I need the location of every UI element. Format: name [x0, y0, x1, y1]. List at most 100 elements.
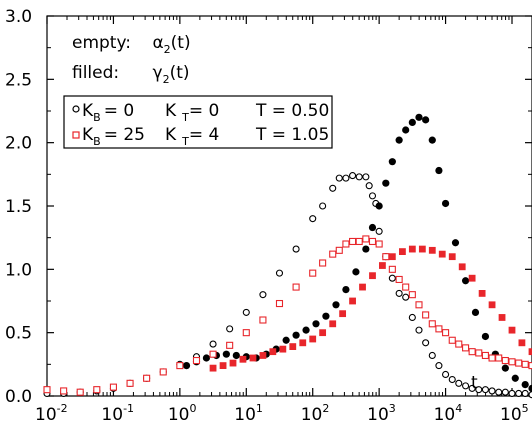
data-point: [495, 354, 503, 362]
data-point: [448, 336, 456, 344]
data-point: [501, 388, 509, 396]
data-point: [375, 227, 383, 235]
data-point: [488, 301, 496, 309]
series-0: [43, 172, 532, 399]
x-tick-label: 102: [301, 402, 330, 425]
y-tick-label: 0.5: [5, 324, 32, 344]
data-point: [176, 362, 184, 370]
data-point: [388, 253, 396, 261]
data-point: [468, 384, 476, 392]
data-point: [395, 275, 403, 284]
data-point: [329, 250, 337, 258]
data-point: [498, 314, 506, 321]
data-point: [209, 364, 217, 372]
data-point: [438, 250, 446, 258]
data-point: [379, 262, 386, 269]
data-point: [242, 329, 250, 337]
data-point: [375, 240, 383, 248]
data-point: [349, 237, 357, 246]
data-point: [259, 291, 267, 299]
legend-marker-1: [72, 131, 80, 139]
x-tick-label: 10-2: [35, 402, 68, 425]
data-point: [159, 368, 167, 376]
data-point: [292, 245, 300, 253]
y-tick-label: 1.5: [5, 197, 32, 217]
data-point: [368, 237, 377, 246]
data-point: [382, 179, 390, 187]
data-point: [292, 283, 300, 291]
data-point: [435, 362, 443, 370]
data-point: [518, 339, 526, 347]
data-point: [408, 245, 416, 253]
data-point: [462, 344, 470, 352]
y-tick-label: 2.5: [5, 70, 32, 90]
data-point: [408, 118, 416, 126]
data-point: [408, 291, 416, 299]
data-point: [521, 381, 529, 389]
data-point: [192, 356, 201, 365]
data-point: [362, 245, 370, 253]
data-point: [359, 283, 366, 291]
data-point: [458, 263, 466, 271]
data-point: [209, 340, 217, 348]
data-point: [319, 329, 327, 337]
data-point: [329, 184, 337, 192]
data-point: [249, 354, 257, 362]
data-point: [229, 359, 237, 367]
data-point: [422, 116, 430, 124]
data-point: [226, 341, 234, 349]
data-marks: [43, 113, 532, 399]
data-point: [402, 283, 410, 291]
data-point: [415, 326, 423, 334]
data-point: [455, 379, 463, 387]
data-point: [408, 313, 416, 322]
legend-entry-1: KB = 25 K T= 4 T = 1.05: [82, 125, 329, 148]
data-point: [448, 253, 456, 261]
series-3: [209, 245, 532, 372]
data-point: [332, 301, 340, 309]
data-point: [342, 174, 350, 182]
data-point: [388, 265, 396, 273]
data-point: [395, 136, 403, 144]
axis-ticks: [46, 15, 532, 397]
data-point: [319, 202, 327, 210]
data-point: [462, 382, 470, 390]
x-tick-label: 100: [168, 402, 197, 425]
data-point: [468, 274, 476, 282]
data-point: [508, 358, 516, 366]
data-point: [521, 389, 529, 398]
data-point: [232, 351, 240, 360]
data-point: [222, 350, 230, 358]
data-point: [369, 272, 376, 280]
data-point: [362, 173, 370, 181]
data-point: [368, 192, 377, 200]
data-point: [76, 388, 84, 396]
data-point: [335, 246, 343, 254]
data-point: [355, 237, 363, 246]
data-point: [226, 325, 234, 333]
data-point: [528, 348, 532, 356]
data-point: [501, 364, 509, 372]
data-point: [481, 386, 489, 394]
data-point: [342, 286, 350, 294]
data-point: [342, 240, 350, 248]
data-point: [319, 259, 327, 267]
axis-tick-labels: 0.0 0.5 1.0 1.5 2.0 2.5 3.0 10-2 10-1 100 101 102 10…: [5, 7, 529, 425]
data-point: [415, 301, 423, 309]
legend-marker-0: [72, 105, 80, 113]
data-point: [375, 202, 383, 210]
data-point: [442, 370, 450, 379]
series-1: [182, 113, 532, 392]
data-point: [528, 391, 532, 399]
x-tick-label: 104: [434, 402, 463, 425]
data-point: [309, 335, 317, 343]
data-point: [402, 293, 410, 301]
data-point: [402, 126, 410, 134]
legend-entry-0: KB = 0 K T= 0 T = 0.50: [82, 101, 329, 124]
data-point: [269, 348, 277, 356]
data-point: [441, 199, 450, 208]
data-point: [488, 387, 496, 395]
data-point: [515, 389, 523, 398]
x-tick-label: 105: [500, 402, 529, 425]
